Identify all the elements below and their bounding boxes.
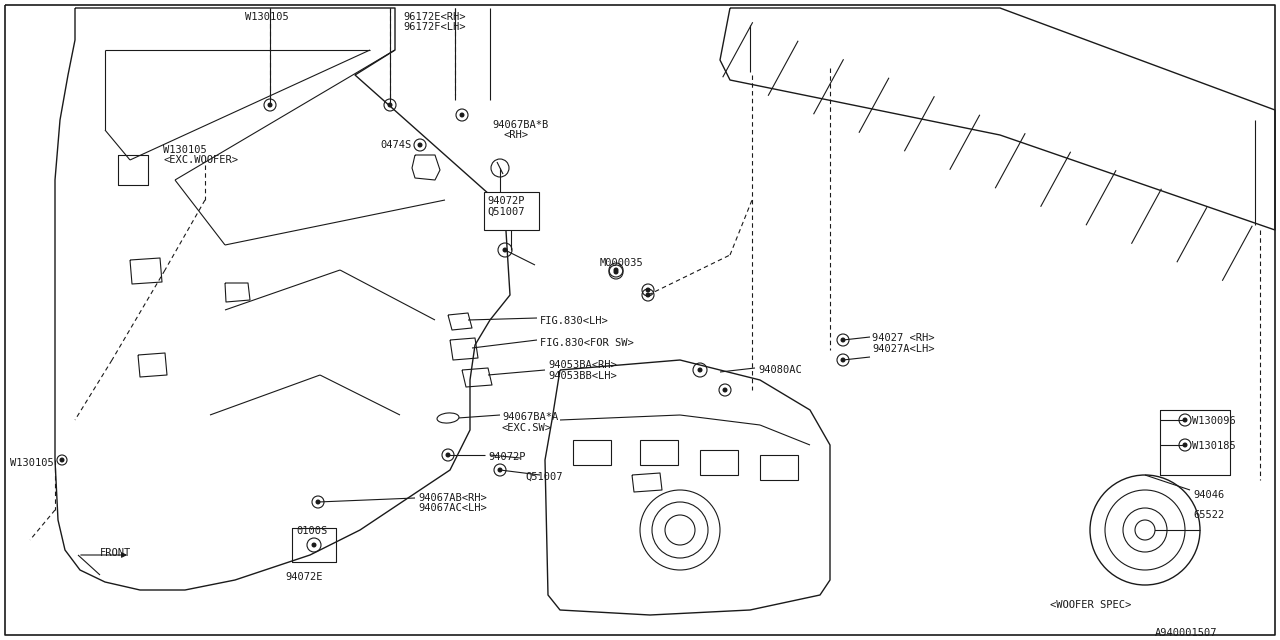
Text: FIG.830<LH>: FIG.830<LH>	[540, 316, 609, 326]
Text: Q51007: Q51007	[525, 472, 562, 482]
Bar	[760, 455, 797, 480]
Text: W130105: W130105	[10, 458, 54, 468]
Circle shape	[614, 270, 618, 274]
Bar	[573, 440, 611, 465]
Text: 96172F<LH>: 96172F<LH>	[403, 22, 466, 32]
Text: Q51007: Q51007	[486, 207, 525, 217]
Text: 94072P: 94072P	[488, 452, 526, 462]
Circle shape	[503, 248, 507, 252]
Circle shape	[388, 103, 392, 107]
Bar	[640, 440, 678, 465]
Text: <WOOFER SPEC>: <WOOFER SPEC>	[1050, 600, 1132, 610]
Text: 94027A<LH>: 94027A<LH>	[872, 344, 934, 354]
Circle shape	[316, 500, 320, 504]
Text: <EXC.SW>: <EXC.SW>	[502, 423, 552, 433]
Circle shape	[447, 453, 449, 457]
Text: <RH>: <RH>	[504, 130, 529, 140]
Text: W130185: W130185	[1192, 441, 1235, 451]
Text: A940001507: A940001507	[1155, 628, 1217, 638]
Text: 0100S: 0100S	[296, 526, 328, 536]
Circle shape	[841, 358, 845, 362]
Text: 94067AC<LH>: 94067AC<LH>	[419, 503, 486, 513]
Circle shape	[60, 458, 64, 462]
Circle shape	[1135, 520, 1155, 540]
Bar	[700, 450, 739, 475]
Text: W130096: W130096	[1192, 416, 1235, 426]
Text: 94027 <RH>: 94027 <RH>	[872, 333, 934, 343]
Circle shape	[419, 143, 422, 147]
Ellipse shape	[436, 413, 460, 423]
Circle shape	[698, 368, 701, 372]
Text: 94046: 94046	[1193, 490, 1224, 500]
Text: 94053BA<RH>: 94053BA<RH>	[548, 360, 617, 370]
Text: <EXC.WOOFER>: <EXC.WOOFER>	[163, 155, 238, 165]
Text: FRONT: FRONT	[100, 548, 132, 558]
Text: 0474S: 0474S	[380, 140, 411, 150]
Circle shape	[461, 113, 463, 116]
Circle shape	[1183, 443, 1187, 447]
Text: 94072E: 94072E	[285, 572, 323, 582]
Text: 94080AC: 94080AC	[758, 365, 801, 375]
Text: FIG.830<FOR SW>: FIG.830<FOR SW>	[540, 338, 634, 348]
Text: 65522: 65522	[1193, 510, 1224, 520]
Bar	[484, 192, 539, 230]
Text: 94067BA*A: 94067BA*A	[502, 412, 558, 422]
Circle shape	[723, 388, 727, 392]
Text: 94067AB<RH>: 94067AB<RH>	[419, 493, 486, 503]
Text: 94067BA*B: 94067BA*B	[492, 120, 548, 130]
Circle shape	[498, 468, 502, 472]
Circle shape	[614, 268, 618, 272]
Circle shape	[841, 338, 845, 342]
Circle shape	[646, 293, 650, 297]
Circle shape	[269, 103, 271, 107]
Text: 96172E<RH>: 96172E<RH>	[403, 12, 466, 22]
Text: W130105: W130105	[163, 145, 207, 155]
Text: M000035: M000035	[600, 258, 644, 268]
Circle shape	[1183, 418, 1187, 422]
Circle shape	[646, 288, 650, 292]
Text: 94053BB<LH>: 94053BB<LH>	[548, 371, 617, 381]
Circle shape	[312, 543, 316, 547]
Text: 94072P: 94072P	[486, 196, 525, 206]
Text: W130105: W130105	[244, 12, 289, 22]
